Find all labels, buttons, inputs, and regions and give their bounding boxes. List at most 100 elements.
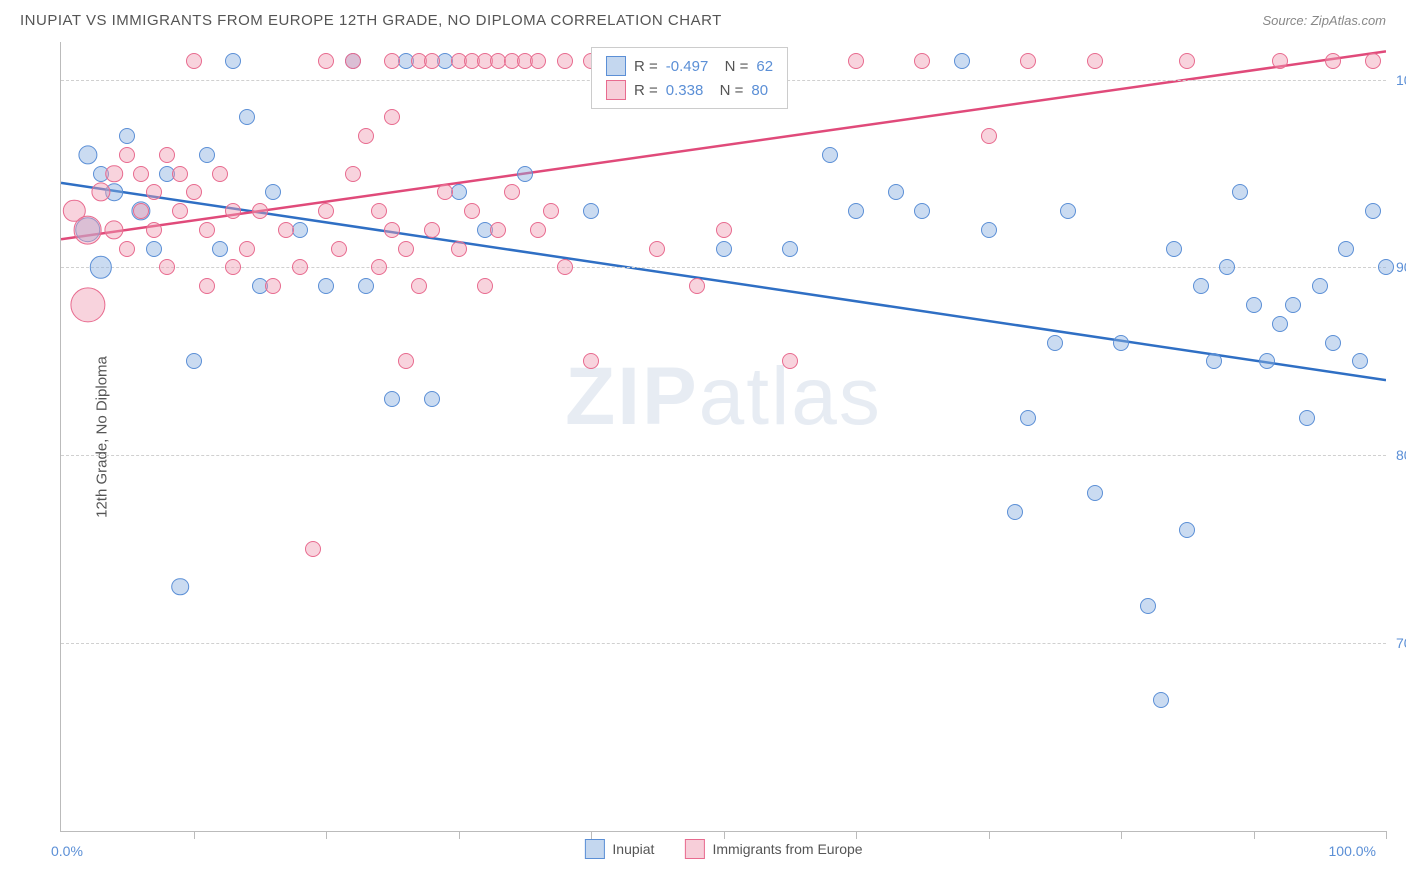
data-point xyxy=(1047,335,1063,351)
data-point xyxy=(1060,203,1076,219)
data-point xyxy=(490,222,506,238)
data-point xyxy=(331,241,347,257)
swatch-blue xyxy=(584,839,604,859)
data-point xyxy=(345,53,361,69)
data-point xyxy=(689,278,705,294)
source-attribution: Source: ZipAtlas.com xyxy=(1262,13,1386,28)
data-point xyxy=(424,222,440,238)
data-point xyxy=(1325,335,1341,351)
x-tick xyxy=(1121,831,1122,839)
data-point xyxy=(119,128,135,144)
data-point xyxy=(1285,297,1301,313)
data-point xyxy=(1272,316,1288,332)
data-point xyxy=(225,203,241,219)
data-point xyxy=(186,184,202,200)
data-point xyxy=(1113,335,1129,351)
data-point xyxy=(1179,53,1195,69)
x-tick xyxy=(459,831,460,839)
data-point xyxy=(318,53,334,69)
trend-lines xyxy=(61,42,1386,831)
data-point xyxy=(557,259,573,275)
y-tick-label: 80.0% xyxy=(1396,447,1406,463)
data-point xyxy=(530,222,546,238)
data-point xyxy=(225,53,241,69)
data-point xyxy=(212,241,228,257)
data-point xyxy=(504,184,520,200)
data-point xyxy=(888,184,904,200)
legend-row-inupiat: R = -0.497 N = 62 xyxy=(606,54,773,78)
data-point xyxy=(1312,278,1328,294)
data-point xyxy=(914,53,930,69)
data-point xyxy=(384,109,400,125)
data-point xyxy=(477,278,493,294)
data-point xyxy=(171,578,189,596)
data-point xyxy=(437,184,453,200)
data-point xyxy=(358,128,374,144)
x-tick xyxy=(591,831,592,839)
scatter-chart: 12th Grade, No Diploma ZIPatlas 70.0%80.… xyxy=(60,42,1386,832)
data-point xyxy=(104,220,123,239)
data-point xyxy=(384,222,400,238)
data-point xyxy=(358,278,374,294)
data-point xyxy=(1193,278,1209,294)
data-point xyxy=(1259,353,1275,369)
data-point xyxy=(424,53,440,69)
data-point xyxy=(159,147,175,163)
data-point xyxy=(212,166,228,182)
data-point xyxy=(517,166,533,182)
data-point xyxy=(1378,259,1394,275)
data-point xyxy=(1087,53,1103,69)
data-point xyxy=(146,184,162,200)
data-point xyxy=(954,53,970,69)
data-point xyxy=(557,53,573,69)
data-point xyxy=(1352,353,1368,369)
data-point xyxy=(583,203,599,219)
data-point xyxy=(239,241,255,257)
data-point xyxy=(981,128,997,144)
swatch-blue xyxy=(606,56,626,76)
data-point xyxy=(90,256,112,278)
data-point xyxy=(278,222,294,238)
data-point xyxy=(1299,410,1315,426)
data-point xyxy=(530,53,546,69)
swatch-pink xyxy=(684,839,704,859)
data-point xyxy=(384,53,400,69)
data-point xyxy=(1365,203,1381,219)
data-point xyxy=(716,222,732,238)
y-tick-label: 70.0% xyxy=(1396,635,1406,651)
data-point xyxy=(172,166,188,182)
gridline xyxy=(61,267,1386,268)
data-point xyxy=(451,241,467,257)
correlation-legend: R = -0.497 N = 62 R = 0.338 N = 80 xyxy=(591,47,788,109)
data-point xyxy=(848,203,864,219)
y-tick-label: 100.0% xyxy=(1396,72,1406,88)
data-point xyxy=(146,241,162,257)
data-point xyxy=(146,222,162,238)
series-legend: Inupiat Immigrants from Europe xyxy=(584,839,862,859)
data-point xyxy=(70,287,105,322)
legend-item-europe: Immigrants from Europe xyxy=(684,839,862,859)
gridline xyxy=(61,455,1386,456)
data-point xyxy=(914,203,930,219)
data-point xyxy=(265,278,281,294)
data-point xyxy=(464,203,480,219)
data-point xyxy=(1219,259,1235,275)
data-point xyxy=(318,278,334,294)
data-point xyxy=(371,259,387,275)
x-tick xyxy=(326,831,327,839)
y-tick-label: 90.0% xyxy=(1396,259,1406,275)
data-point xyxy=(105,165,123,183)
data-point xyxy=(252,203,268,219)
data-point xyxy=(981,222,997,238)
data-point xyxy=(384,391,400,407)
data-point xyxy=(822,147,838,163)
data-point xyxy=(543,203,559,219)
data-point xyxy=(1365,53,1381,69)
data-point xyxy=(1007,504,1023,520)
data-point xyxy=(411,278,427,294)
data-point xyxy=(265,184,281,200)
x-tick xyxy=(1386,831,1387,839)
data-point xyxy=(371,203,387,219)
legend-row-europe: R = 0.338 N = 80 xyxy=(606,78,773,102)
data-point xyxy=(782,353,798,369)
